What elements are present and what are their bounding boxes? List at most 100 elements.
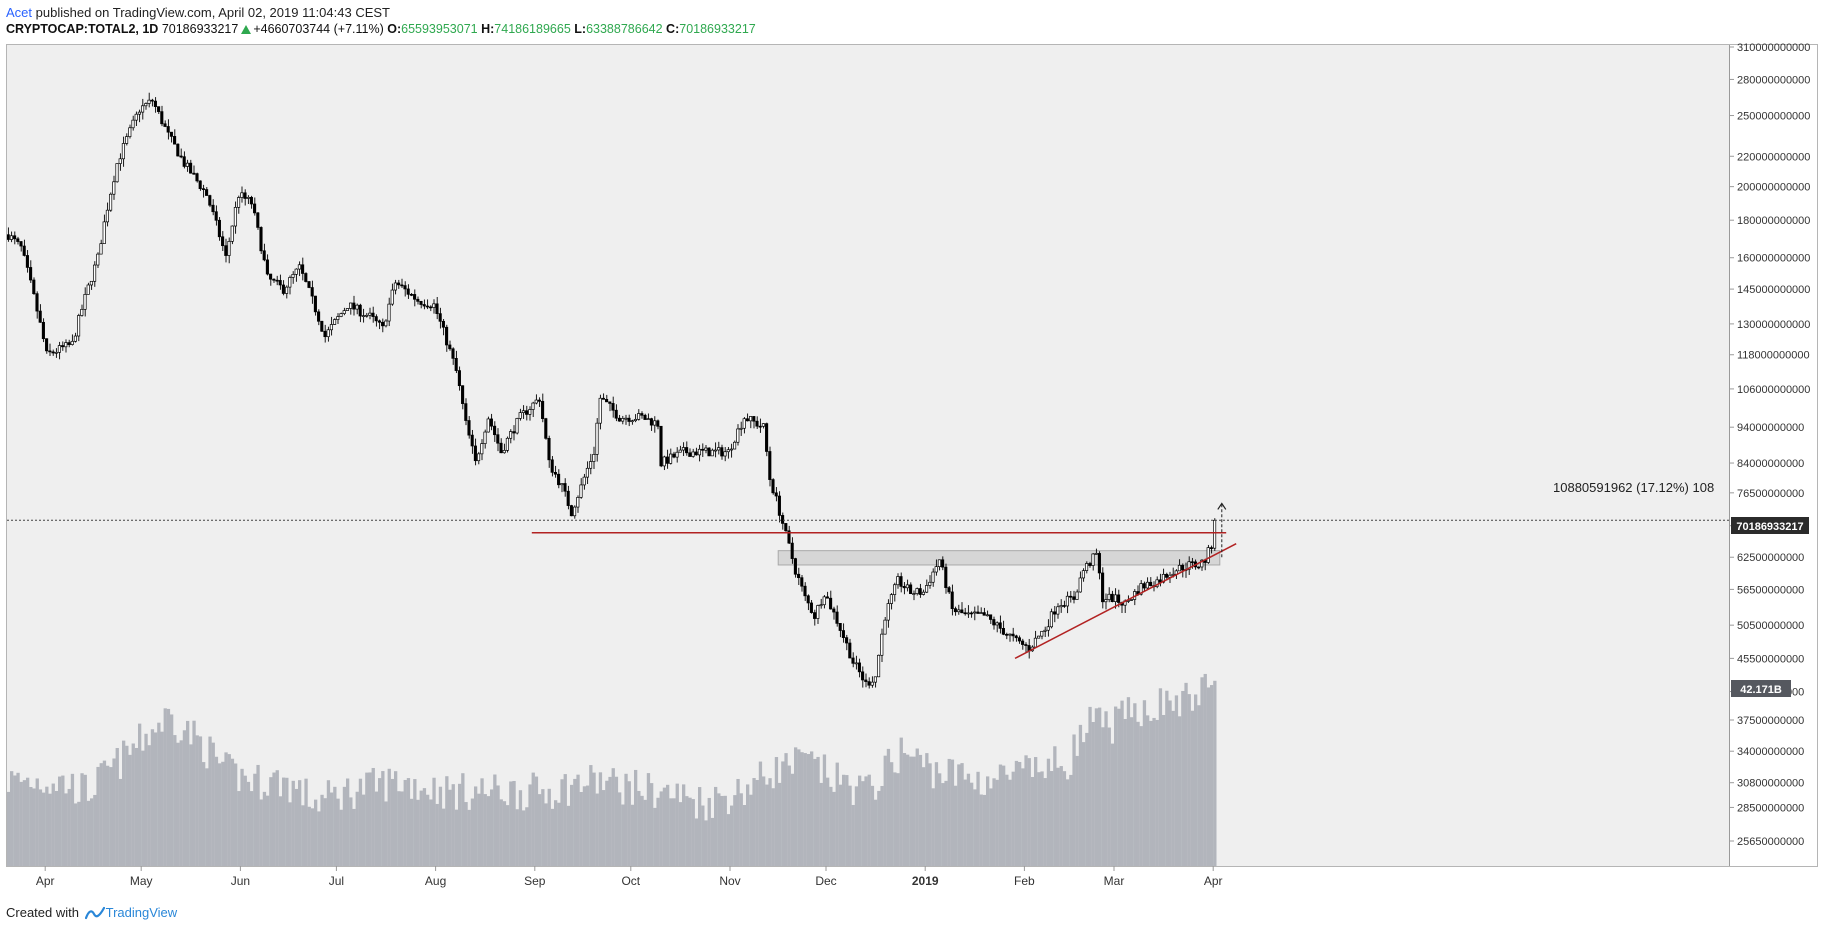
tradingview-link[interactable]: TradingView: [105, 905, 178, 920]
author-link[interactable]: Acet: [6, 5, 33, 20]
volume-bar: [298, 780, 302, 866]
volume-bar: [1062, 771, 1067, 866]
candle-body: [944, 566, 948, 588]
candle-body: [93, 264, 97, 282]
candle-body: [627, 417, 631, 422]
volume-bar: [198, 736, 203, 866]
candle-body: [669, 453, 673, 464]
candle-body: [649, 418, 653, 426]
x-tick-label: Oct: [621, 874, 640, 888]
volume-bar: [243, 775, 247, 866]
volume-bar: [90, 798, 94, 866]
volume-bar: [1075, 755, 1079, 866]
candle-body: [1001, 628, 1005, 635]
volume-bar: [387, 768, 391, 866]
candle-body: [691, 451, 695, 457]
volume-bar: [778, 782, 782, 866]
volume-bar: [499, 799, 503, 866]
volume-bar: [963, 779, 967, 866]
candle-body: [1190, 561, 1194, 564]
candle-body: [733, 441, 737, 450]
volume-bar: [496, 785, 500, 866]
candle-body: [345, 308, 349, 311]
volume-bar: [80, 773, 84, 866]
volume-bar: [835, 762, 839, 866]
volume-bar: [432, 777, 436, 866]
volume-bar: [310, 808, 315, 866]
candle-body: [848, 642, 852, 659]
volume-bar: [461, 773, 465, 866]
candle-body: [825, 596, 829, 599]
volume-bar: [998, 764, 1003, 866]
candle-body: [205, 189, 209, 196]
candle-body: [697, 448, 701, 456]
volume-bar: [509, 781, 513, 866]
candle-body: [137, 111, 141, 115]
volume-bar: [467, 809, 471, 866]
volume-bar: [755, 779, 759, 866]
volume-bar: [707, 797, 711, 866]
candle-body: [73, 335, 77, 342]
candle-body: [1011, 633, 1015, 637]
candle-body: [918, 588, 922, 595]
volume-bar: [541, 789, 545, 866]
candle-body: [713, 449, 717, 452]
candle-body: [563, 483, 567, 492]
volume-bar: [35, 778, 39, 866]
volume-bar: [611, 768, 615, 866]
volume-bar: [1040, 771, 1044, 866]
candle-body: [339, 313, 343, 317]
volume-bar: [1091, 722, 1095, 866]
candle-body: [157, 106, 161, 112]
candle-body: [774, 492, 778, 497]
volume-bar: [384, 801, 388, 866]
volume-bar: [531, 772, 535, 866]
volume-bar: [410, 798, 414, 866]
volume-bar: [515, 809, 519, 866]
volume-bar: [694, 818, 699, 866]
volume-bar: [1024, 755, 1028, 866]
volume-bar: [317, 811, 321, 866]
volume-bar: [1210, 685, 1214, 866]
volume-bar: [1050, 771, 1054, 866]
volume-bar: [32, 788, 36, 866]
annotations-front: [7, 502, 1729, 660]
volume-bar: [1104, 711, 1108, 866]
candle-body: [765, 423, 769, 452]
volume-bar: [64, 793, 68, 866]
volume-bar: [669, 798, 673, 866]
volume-bar: [1114, 706, 1118, 866]
candle-body: [397, 282, 401, 286]
candle-body: [208, 195, 212, 206]
candle-body: [1113, 594, 1117, 603]
volume-tag: 42.171B: [1740, 684, 1782, 696]
volume-bar: [48, 793, 52, 866]
volume-bar: [182, 730, 187, 866]
candle-body: [976, 611, 980, 614]
volume-bar: [749, 794, 753, 866]
candle-body: [531, 402, 535, 410]
volume-bar: [224, 752, 228, 866]
candle-body: [537, 399, 541, 402]
candle-body: [1177, 564, 1181, 572]
candle-body: [857, 662, 861, 673]
candle-body: [6, 234, 10, 240]
candle-body: [416, 298, 420, 302]
x-tick-label: Apr: [36, 874, 55, 888]
candle-body: [566, 490, 570, 506]
volume-bar: [390, 778, 395, 866]
volume-bar: [534, 776, 539, 866]
candle-body: [502, 449, 506, 454]
measure-arrow-icon: [1217, 502, 1227, 510]
symbol: CRYPTOCAP:TOTAL2, 1D: [6, 22, 159, 36]
candle-body: [352, 302, 356, 310]
volume-bar: [470, 798, 475, 866]
candle-body: [1037, 635, 1041, 639]
candle-body: [1065, 595, 1069, 607]
volume-bar: [512, 780, 516, 866]
volume-bar: [419, 790, 423, 866]
volume-bar: [1197, 705, 1201, 866]
price-chart[interactable]: 310000000000 280000000000 250000000000 2200…: [0, 0, 1828, 900]
volume-bar: [1184, 682, 1188, 866]
candle-body: [998, 622, 1002, 629]
